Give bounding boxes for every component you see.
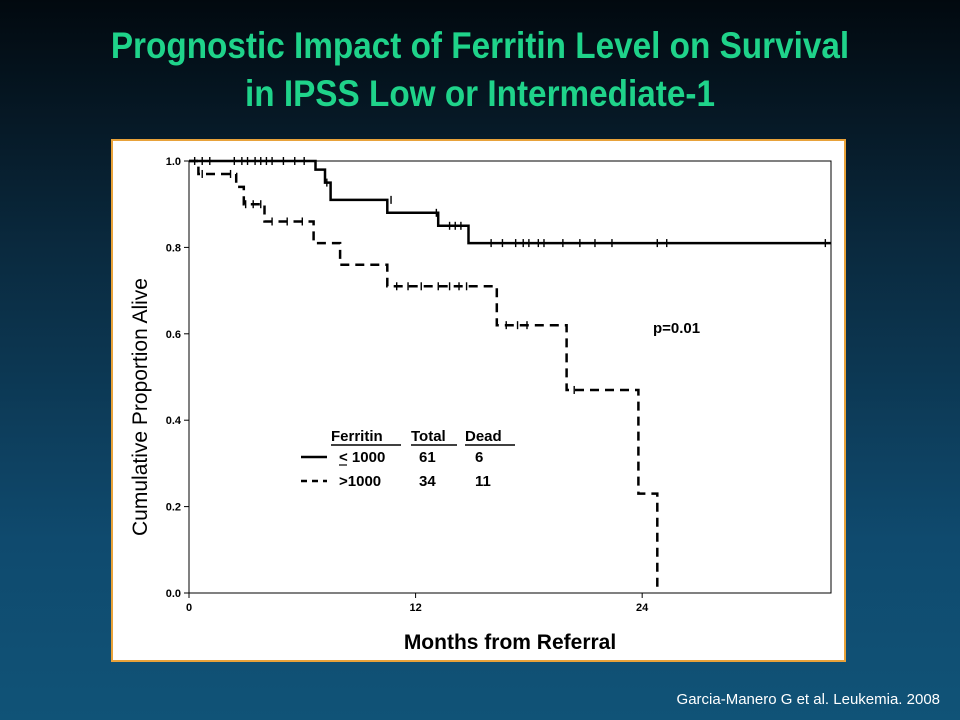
x-tick-label: 0 [186,602,192,614]
slide-title-line-1: Prognostic Impact of Ferritin Level on S… [110,25,850,66]
x-axis-label: Months from Referral [404,631,616,654]
legend-total: 61 [419,449,436,466]
x-tick-label: 24 [636,602,649,614]
citation: Garcia-Manero G et al. Leukemia. 2008 [676,691,940,708]
legend-header: Ferritin [331,428,383,445]
y-tick-label: 0.6 [166,329,181,341]
series-line-ferritin-under-1000 [189,159,831,245]
plot-frame [188,160,832,594]
y-tick-label: 1.0 [166,156,181,168]
legend-header: Dead [465,428,502,445]
y-tick-label: 0.8 [166,242,181,254]
kaplan-meier-chart: 0.0 0.2 0.4 0.6 0.8 1.0 0 12 24 Months from Refer… [129,156,832,654]
series-line-ferritin-over-1000 [189,159,659,593]
y-tick-label: 0.2 [166,502,181,514]
p-value-annotation: p=0.01 [653,320,700,337]
legend-label: >1000 [339,473,381,490]
legend-label: < 1000 [339,449,385,466]
legend-total: 34 [419,473,436,490]
y-tick-label: 0.0 [166,588,181,600]
slide-title-line-2: in IPSS Low or Intermediate-1 [245,73,715,114]
x-tick-label: 12 [409,602,421,614]
slide-title: Prognostic Impact of Ferritin Level on S… [48,22,912,118]
legend-dead: 11 [475,473,491,490]
y-tick-label: 0.4 [166,415,182,427]
kaplan-meier-chart-panel: 0.0 0.2 0.4 0.6 0.8 1.0 0 12 24 Months from Refer… [111,139,846,662]
legend-header: Total [411,428,446,445]
y-axis-label: Cumulative Proportion Alive [129,278,152,536]
legend-dead: 6 [475,449,483,466]
